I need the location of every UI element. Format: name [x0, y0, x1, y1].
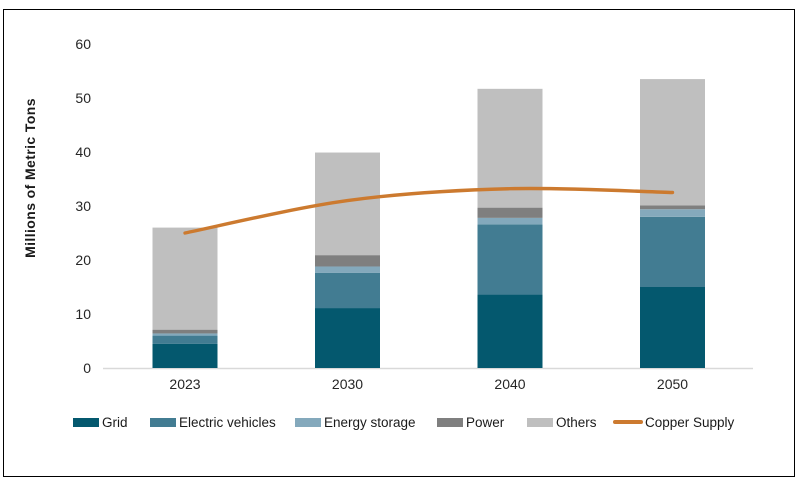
legend-item-energy-storage: Energy storage: [295, 414, 416, 430]
x-tick-label: 2030: [331, 376, 364, 392]
bar-segment-power: [315, 255, 380, 267]
y-tick-label: 20: [75, 252, 91, 268]
bar-segment-others: [152, 227, 218, 330]
bar-segment-grid: [477, 294, 543, 368]
bar-segment-power: [152, 329, 218, 334]
x-tick-label: 2023: [169, 376, 201, 392]
legend-label: Power: [466, 414, 505, 430]
legend-item-power: Power: [437, 414, 504, 430]
bar-segment-electric-vehicles: [315, 272, 380, 309]
legend-label: Grid: [102, 414, 128, 430]
legend-item-electric-vehicles: Electric vehicles: [150, 414, 276, 430]
bar-segment-electric-vehicles: [477, 224, 543, 295]
y-tick-label: 10: [75, 306, 91, 322]
legend-color-swatch: [527, 417, 553, 427]
x-tick-label: 2040: [494, 376, 526, 392]
legend-item-copper-supply: Copper Supply: [613, 414, 734, 430]
legend-label: Others: [556, 414, 597, 430]
legend-line-marker: [613, 420, 643, 424]
legend-item-grid: Grid: [73, 414, 128, 430]
y-tick-label: 0: [83, 360, 91, 376]
y-tick-label: 60: [75, 36, 91, 52]
bar-segment-grid: [152, 343, 218, 368]
bar-segment-energy-storage: [477, 217, 543, 225]
bar-segment-energy-storage: [640, 209, 705, 217]
bar-segment-electric-vehicles: [152, 335, 218, 344]
legend-color-swatch: [150, 417, 176, 427]
legend-item-others: Others: [527, 414, 597, 430]
y-tick-label: 50: [75, 90, 91, 106]
legend-label: Copper Supply: [645, 414, 735, 430]
legend-color-swatch: [73, 417, 99, 427]
bar-segment-energy-storage: [315, 266, 380, 273]
x-tick-label: 2050: [656, 376, 689, 392]
legend-color-swatch: [437, 417, 463, 427]
bar-segment-power: [477, 207, 543, 218]
legend-label: Electric vehicles: [179, 414, 276, 430]
bar-segment-power: [640, 205, 705, 210]
y-axis-title: Millions of Metric Tons: [22, 98, 38, 258]
copper-supply-line: [183, 186, 675, 235]
legend-label: Energy storage: [324, 414, 416, 430]
bar-segment-energy-storage: [152, 333, 218, 336]
bar-segment-grid: [315, 308, 380, 368]
y-tick-label: 40: [75, 144, 91, 160]
legend-color-swatch: [295, 417, 321, 427]
bar-segment-electric-vehicles: [640, 216, 705, 287]
bar-segment-others: [640, 79, 705, 206]
bar-segment-grid: [640, 287, 705, 368]
y-tick-label: 30: [75, 198, 91, 214]
